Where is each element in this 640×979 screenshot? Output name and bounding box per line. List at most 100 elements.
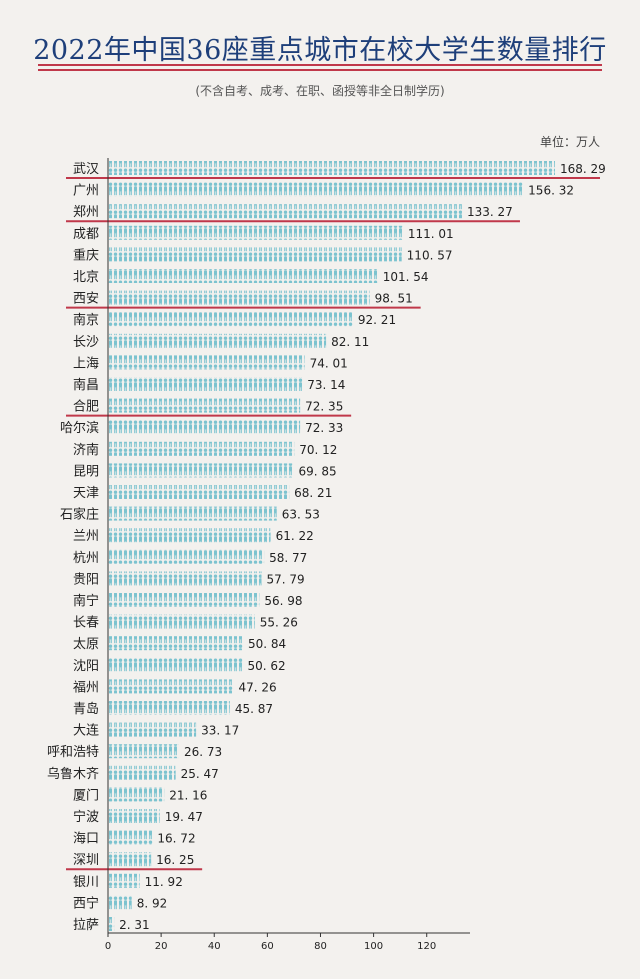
city-label: 拉萨 [73,918,99,933]
city-label: 重庆 [73,247,99,263]
bar [108,636,244,651]
city-label: 西宁 [73,895,99,911]
bar [108,204,462,219]
city-label: 大连 [73,723,99,739]
title-underline [38,64,602,66]
bar [108,809,160,823]
bar [108,333,327,348]
bar [108,161,555,175]
city-label: 杭州 [73,551,99,566]
x-tick-label: 60 [261,941,274,952]
value-label: 98. 51 [375,292,413,306]
value-label: 11. 92 [145,875,183,889]
bar [108,377,303,391]
city-label: 海口 [73,832,99,847]
value-label: 69. 85 [299,464,337,478]
city-label: 厦门 [73,788,99,803]
city-label: 福州 [73,680,99,695]
value-label: 82. 11 [331,335,369,349]
value-label: 92. 21 [358,313,396,327]
bar [108,917,115,931]
city-label: 郑州 [73,205,99,220]
bar [108,614,255,629]
bar [108,873,140,888]
x-tick-label: 80 [314,941,327,952]
bar [108,722,197,737]
city-label: 广州 [73,184,99,199]
value-label: 133. 27 [467,205,513,219]
city-label: 太原 [73,637,99,652]
bar [108,420,301,435]
bar [108,895,132,910]
x-tick-label: 40 [208,941,221,952]
city-label: 青岛 [73,701,99,717]
bar [108,355,305,370]
chart-subtitle: (不含自考、成考、在职、函授等非全日制学历) [195,84,445,98]
value-label: 74. 01 [310,356,348,370]
bar [108,247,402,262]
value-label: 50. 84 [248,637,286,651]
bar [108,528,271,543]
bar [108,657,243,672]
city-label: 北京 [73,270,99,285]
city-label: 南宁 [73,593,99,609]
bar [108,225,403,240]
value-label: 21. 16 [169,788,207,802]
bar [108,830,153,845]
city-label: 西安 [73,292,99,307]
value-label: 61. 22 [276,529,314,543]
title-underline [38,69,602,71]
value-label: 111. 01 [408,227,454,241]
bar [108,679,234,694]
value-label: 45. 87 [235,702,273,716]
x-tick-label: 20 [155,941,168,952]
bar [108,549,265,564]
bar [108,852,152,867]
bar [108,485,290,499]
bar [108,765,176,780]
city-label: 合肥 [73,400,99,415]
city-label: 天津 [73,486,99,501]
x-tick-label: 120 [417,941,436,952]
value-label: 19. 47 [165,810,203,824]
bar [108,787,165,802]
city-label: 昆明 [73,464,99,479]
value-label: 58. 77 [269,551,307,565]
bar [108,441,295,456]
value-label: 110. 57 [407,248,453,262]
chart-title: 2022年中国36座重点城市在校大学生数量排行 [33,35,607,66]
value-label: 168. 29 [560,162,606,176]
city-label: 深圳 [73,853,99,868]
city-label: 济南 [73,442,99,458]
value-label: 68. 21 [294,486,332,500]
city-label: 沈阳 [73,659,99,674]
city-label: 南昌 [73,377,99,393]
city-label: 石家庄 [60,507,99,523]
bar [108,312,353,327]
value-label: 73. 14 [307,378,345,392]
value-label: 70. 12 [299,443,337,457]
x-tick-label: 100 [364,941,383,952]
value-label: 26. 73 [184,745,222,759]
city-label: 上海 [73,356,99,371]
bar [108,571,262,586]
city-label: 哈尔滨 [60,420,99,436]
bar [108,463,294,478]
value-label: 57. 79 [266,572,304,586]
city-label: 南京 [73,312,99,328]
city-label: 成都 [73,227,99,242]
bar [108,398,301,413]
value-label: 63. 53 [282,508,320,522]
unit-label: 单位：万人 [540,135,601,149]
city-label: 银川 [73,875,99,890]
city-label: 武汉 [73,162,99,177]
city-label: 宁波 [73,809,99,825]
city-label: 贵阳 [73,572,99,587]
bar [108,182,524,197]
city-label: 长春 [73,616,99,631]
value-label: 72. 33 [305,421,343,435]
value-label: 25. 47 [181,767,219,781]
value-label: 56. 98 [264,594,302,608]
bar [108,290,370,305]
